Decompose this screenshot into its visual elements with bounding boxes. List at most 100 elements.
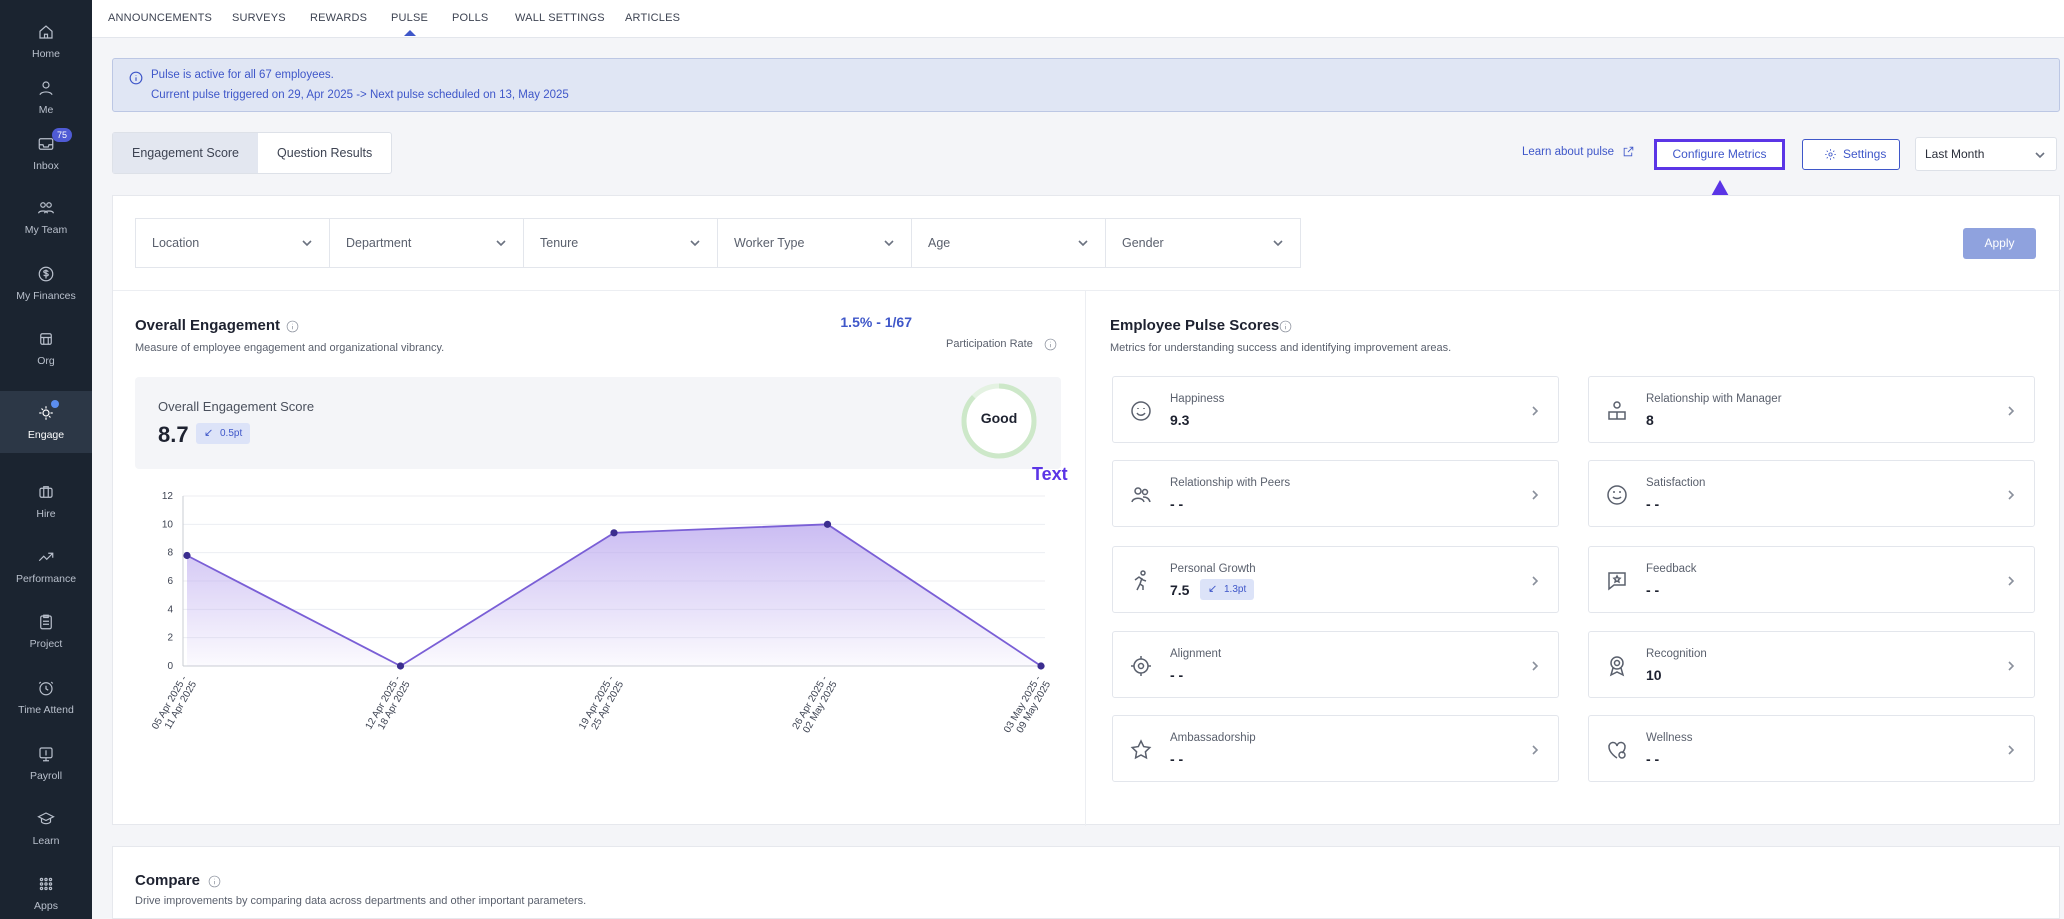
filter-department[interactable]: Department (330, 219, 524, 267)
tab-articles[interactable]: ARTICLES (625, 12, 681, 24)
metric-alignment[interactable]: Alignment - - (1112, 631, 1559, 698)
sidebar-item-label: Project (29, 637, 63, 650)
metric-feedback[interactable]: Feedback - - (1588, 546, 2035, 613)
sidebar-item-label: My Finances (16, 289, 76, 302)
chevron-right-icon (2008, 745, 2015, 755)
chevron-down-icon (884, 240, 894, 247)
filter-worker-type[interactable]: Worker Type (718, 219, 912, 267)
tab-polls[interactable]: POLLS (452, 12, 489, 24)
sidebar-item-inbox[interactable]: 75 Inbox (0, 122, 92, 184)
period-select[interactable]: Last Month (1915, 137, 2057, 171)
sidebar-item-label: Learn (32, 834, 60, 847)
filter-label: Age (928, 236, 951, 250)
sidebar-item-apps[interactable]: Apps (0, 862, 92, 919)
sidebar-item-engage[interactable]: Engage (0, 391, 92, 453)
metric-value: - - (1170, 751, 1184, 767)
feedback-icon (1608, 572, 1626, 591)
tab-rewards[interactable]: REWARDS (310, 12, 368, 24)
banner-line-1: Pulse is active for all 67 employees. (151, 69, 334, 81)
data-point (396, 662, 405, 670)
configure-metrics-button[interactable]: Configure Metrics (1654, 139, 1785, 170)
filter-label: Tenure (540, 236, 579, 250)
filter-label: Worker Type (734, 236, 805, 250)
x-tick-label: 05 Apr 2025 -11 Apr 2025 (150, 674, 199, 737)
info-icon[interactable] (1279, 320, 1292, 333)
filter-label: Gender (1122, 236, 1164, 250)
series-area (187, 524, 1041, 666)
award-icon (1609, 656, 1625, 677)
tab-wall-settings[interactable]: WALL SETTINGS (515, 12, 605, 24)
clock-icon (38, 681, 54, 695)
user-icon (39, 80, 53, 95)
metric-relationship-with-manager[interactable]: Relationship with Manager 8 (1588, 376, 2035, 443)
learn-about-pulse-link[interactable]: Learn about pulse (1522, 146, 1634, 158)
tab-engagement-score[interactable]: Engagement Score (113, 133, 259, 173)
filter-location[interactable]: Location (136, 219, 330, 267)
sidebar-item-my-finances[interactable]: My Finances (0, 252, 92, 314)
filter-tenure[interactable]: Tenure (524, 219, 718, 267)
filter-bar: Location Department Tenure Worker Type A… (135, 218, 1301, 268)
metric-value: 9.3 (1170, 412, 1190, 428)
annotation-text: Text (1032, 464, 1068, 484)
trend-icon (38, 552, 54, 561)
info-icon[interactable] (286, 320, 299, 333)
learn-label: Learn about pulse (1522, 146, 1615, 158)
pulse-scores-subtitle: Metrics for understanding success and id… (1110, 342, 1452, 354)
info-icon (129, 71, 143, 85)
tab-surveys[interactable]: SURVEYS (232, 12, 286, 24)
sidebar-item-project[interactable]: Project (0, 600, 92, 662)
briefcase-icon (39, 485, 53, 498)
sidebar-item-hire[interactable]: Hire (0, 470, 92, 532)
tab-announcements[interactable]: ANNOUNCEMENTS (108, 12, 213, 24)
peers-icon (1131, 487, 1151, 503)
metric-name: Ambassadorship (1170, 732, 1256, 744)
tab-question-results[interactable]: Question Results (277, 146, 373, 160)
sidebar-item-time-attend[interactable]: Time Attend (0, 666, 92, 728)
metric-personal-growth[interactable]: Personal Growth 7.5 1.3pt (1112, 546, 1559, 613)
sidebar-item-home[interactable]: Home (0, 10, 92, 72)
info-icon[interactable] (1044, 338, 1057, 351)
sidebar-item-label: Inbox (33, 159, 59, 172)
sidebar-item-label: My Team (24, 223, 68, 236)
rating-ring (961, 383, 1037, 459)
y-tick-label: 6 (167, 576, 173, 587)
sidebar-item-org[interactable]: Org (0, 317, 92, 379)
sidebar-item-learn[interactable]: Learn (0, 797, 92, 859)
metric-recognition[interactable]: Recognition 10 (1588, 631, 2035, 698)
sidebar-item-me[interactable]: Me (0, 66, 92, 128)
compare-title: Compare (135, 872, 201, 889)
filter-age[interactable]: Age (912, 219, 1106, 267)
metric-value: - - (1170, 667, 1184, 683)
metric-name: Alignment (1170, 648, 1222, 660)
score-label: Overall Engagement Score (158, 399, 315, 414)
inbox-badge: 75 (52, 128, 73, 142)
payroll-icon (39, 746, 53, 761)
metric-value: - - (1646, 751, 1660, 767)
y-tick-label: 0 (167, 661, 173, 672)
gear-icon (1825, 149, 1836, 160)
settings-button[interactable]: Settings (1802, 139, 1900, 170)
sidebar-item-label: Time Attend (18, 703, 74, 716)
filter-gender[interactable]: Gender (1106, 219, 1300, 267)
metric-happiness[interactable]: Happiness 9.3 (1112, 376, 1559, 443)
apply-button[interactable]: Apply (1963, 228, 2036, 259)
pulse-status-banner: Pulse is active for all 67 employees. Cu… (112, 58, 2060, 112)
metric-satisfaction[interactable]: Satisfaction - - (1588, 460, 2035, 527)
sidebar-item-label: Payroll (29, 769, 63, 782)
chevron-down-icon (1273, 240, 1283, 247)
period-value: Last Month (1925, 147, 1985, 161)
satisfaction-icon (1607, 485, 1627, 505)
metric-ambassadorship[interactable]: Ambassadorship - - (1112, 715, 1559, 782)
metric-relationship-with-peers[interactable]: Relationship with Peers - - (1112, 460, 1559, 527)
sidebar-item-label: Org (37, 354, 55, 367)
sidebar-item-performance[interactable]: Performance (0, 535, 92, 597)
score-delta-badge: 0.5pt (196, 423, 251, 444)
sidebar-item-payroll[interactable]: Payroll (0, 732, 92, 794)
info-icon[interactable] (208, 875, 221, 888)
metric-name: Personal Growth (1170, 563, 1256, 575)
sidebar-item-my-team[interactable]: My Team (0, 186, 92, 248)
metric-wellness[interactable]: Wellness - - (1588, 715, 2035, 782)
metric-value: 7.5 (1170, 582, 1190, 598)
tab-pulse[interactable]: PULSE (391, 12, 429, 36)
